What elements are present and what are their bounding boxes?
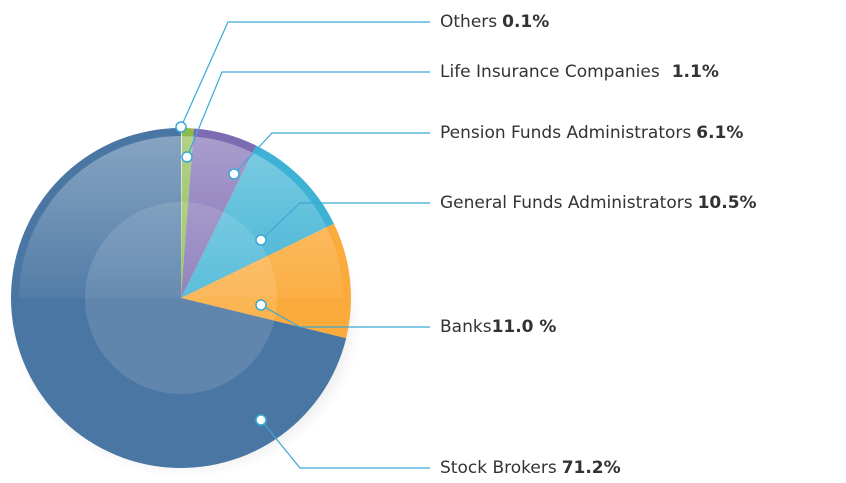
- pie-inner-ring: [85, 202, 277, 394]
- slice-value: 10.5%: [698, 193, 757, 213]
- leader-line: [186, 71, 430, 158]
- slice-label: Stock Brokers 71.2%: [440, 458, 621, 478]
- leader-line: [233, 132, 430, 175]
- slice-value: 71.2%: [562, 458, 621, 478]
- leader-dot: [181, 151, 193, 163]
- slice-name: Banks: [440, 317, 492, 337]
- slice-label: General Funds Administrators 10.5%: [440, 193, 757, 213]
- leader-dot: [255, 414, 267, 426]
- slice-value: 1.1%: [672, 62, 719, 82]
- leader-line: [260, 419, 430, 469]
- slice-name: Others: [440, 12, 497, 32]
- slice-name: Pension Funds Administrators: [440, 123, 691, 143]
- labels: Others 0.1% Life Insurance Companies 1.1% Pe…: [175, 12, 757, 478]
- leader-dot: [255, 234, 267, 246]
- leader-line: [260, 304, 430, 328]
- slice-name: Stock Brokers: [440, 458, 557, 478]
- slice-label: Banks11.0 %: [440, 317, 556, 337]
- leader-line: [180, 21, 430, 128]
- leader-dot: [255, 299, 267, 311]
- leader-line: [260, 202, 430, 241]
- slice-value: 6.1%: [696, 123, 743, 143]
- pie-gloss: [19, 136, 343, 298]
- leader-dot: [228, 168, 240, 180]
- leader-dot: [175, 121, 187, 133]
- slice-value: 0.1%: [502, 12, 549, 32]
- slice-name: Life Insurance Companies: [440, 62, 660, 82]
- slice-label: Pension Funds Administrators 6.1%: [440, 123, 743, 143]
- slice-label: Others 0.1%: [440, 12, 549, 32]
- slice-name: General Funds Administrators: [440, 193, 693, 213]
- slice-value: 11.0 %: [492, 317, 557, 337]
- slice-label: Life Insurance Companies 1.1%: [440, 62, 719, 82]
